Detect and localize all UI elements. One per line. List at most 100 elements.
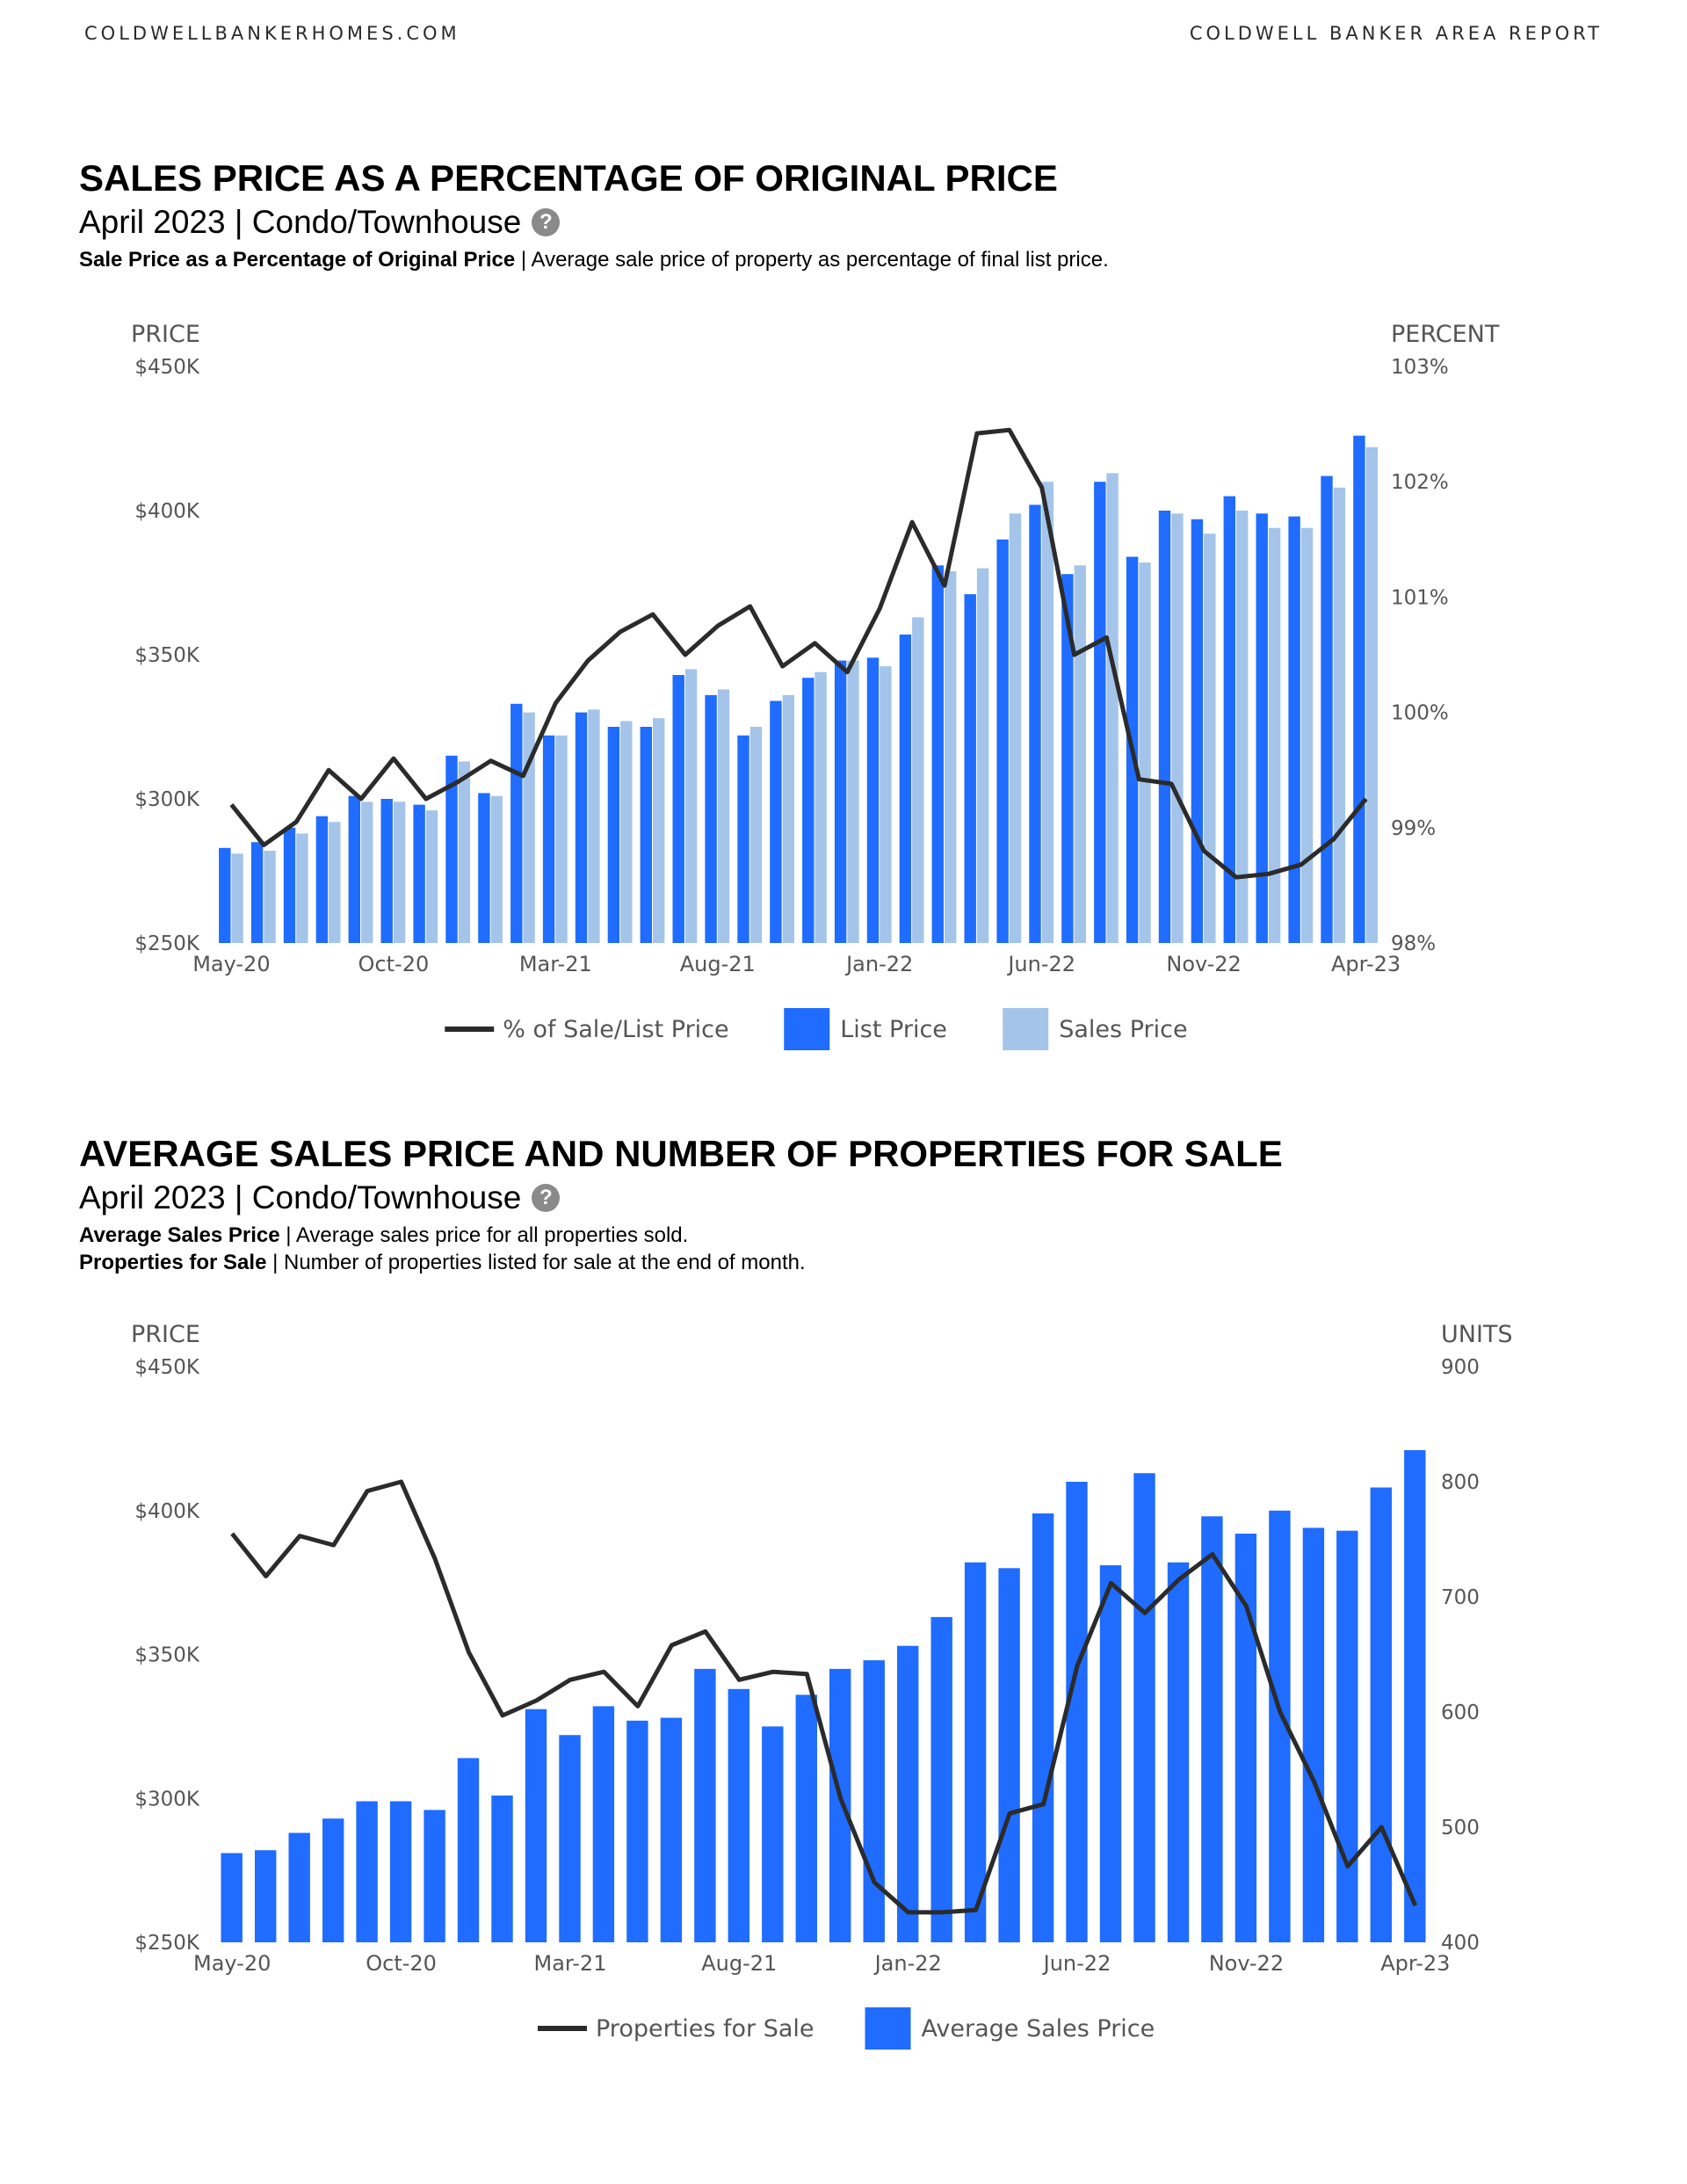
bar-list-price xyxy=(1191,519,1204,943)
bar-list-price xyxy=(380,799,393,943)
chart-sale-list-ratio: PRICE PERCENT $450K $400K $350K $300K $250K 103… xyxy=(131,321,1500,1050)
page-header: COLDWELLBANKERHOMES.COM COLDWELL BANKER … xyxy=(84,23,1603,49)
bar-sales-price xyxy=(1268,527,1281,943)
bar-average-sales-price xyxy=(1066,1482,1088,1942)
bar-average-sales-price xyxy=(1336,1530,1358,1942)
section-title: AVERAGE SALES PRICE AND NUMBER OF PROPER… xyxy=(79,1133,1283,1174)
left-tick-label: $400K xyxy=(134,1500,200,1523)
bar-average-sales-price xyxy=(795,1694,817,1942)
bar-average-sales-price xyxy=(389,1801,412,1942)
bar-sales-price xyxy=(880,666,892,943)
x-tick-label: Jan-22 xyxy=(873,1951,942,1976)
bar-average-sales-price xyxy=(1133,1473,1155,1942)
left-tick-label: $250K xyxy=(134,1932,200,1955)
definition-text: | Average sales price for all properties… xyxy=(279,1223,689,1247)
legend-item: List Price xyxy=(784,1008,947,1050)
bar-average-sales-price xyxy=(694,1668,716,1942)
bar-list-price xyxy=(931,565,944,943)
bar-average-sales-price xyxy=(1167,1562,1190,1942)
bar-average-sales-price xyxy=(762,1726,784,1942)
x-tick-label: Jan-22 xyxy=(844,952,913,976)
bar-list-price xyxy=(413,804,425,943)
bar-average-sales-price xyxy=(1302,1527,1325,1942)
legend-item: Average Sales Price xyxy=(865,2007,1155,2050)
x-tick-label: Mar-21 xyxy=(519,952,592,976)
x-tick-label: Oct-20 xyxy=(358,952,430,976)
bar-sales-price xyxy=(1074,565,1086,943)
bar-average-sales-price xyxy=(626,1720,648,1942)
bar-sales-price xyxy=(847,660,859,943)
bar-sales-price xyxy=(361,802,373,943)
bar-sales-price xyxy=(912,617,924,943)
right-tick-label: 600 xyxy=(1441,1701,1480,1724)
bar-list-price xyxy=(1158,511,1171,943)
site-url[interactable]: COLDWELLBANKERHOMES.COM xyxy=(84,23,460,44)
legend-label: % of Sale/List Price xyxy=(503,1016,728,1043)
legend-swatch-box xyxy=(784,1008,830,1050)
bar-list-price xyxy=(1288,516,1300,943)
bar-average-sales-price xyxy=(1370,1487,1392,1942)
bar-list-price xyxy=(445,755,458,943)
definition-line-2: Properties for Sale | Number of properti… xyxy=(79,1249,1625,1276)
bar-average-sales-price xyxy=(356,1801,378,1942)
bar-sales-price xyxy=(490,795,503,943)
x-tick-label: May-20 xyxy=(192,952,270,976)
right-tick-label: 103% xyxy=(1391,356,1449,379)
right-tick-label: 100% xyxy=(1391,702,1449,725)
bar-list-price xyxy=(866,657,880,943)
help-icon[interactable]: ? xyxy=(532,208,561,236)
bar-sales-price xyxy=(1171,513,1184,943)
legend-label: Average Sales Price xyxy=(922,2015,1155,2043)
bar-sales-price xyxy=(458,761,471,943)
right-tick-label: 500 xyxy=(1441,1817,1480,1839)
bar-list-price xyxy=(640,727,652,943)
legend-label: List Price xyxy=(840,1016,947,1043)
bar-average-sales-price xyxy=(322,1818,344,1942)
legend-item: Sales Price xyxy=(1003,1008,1188,1050)
bar-sales-price xyxy=(1365,446,1378,943)
right-tick-label: 101% xyxy=(1391,586,1449,609)
right-axis-title: PERCENT xyxy=(1391,321,1500,348)
bar-list-price xyxy=(542,735,555,943)
section-avg-price-properties: AVERAGE SALES PRICE AND NUMBER OF PROPER… xyxy=(79,1132,1625,1276)
x-tick-label: Mar-21 xyxy=(534,1951,607,1976)
left-tick-label: $350K xyxy=(134,644,200,667)
bar-sales-price xyxy=(523,712,535,943)
bar-list-price xyxy=(770,700,782,943)
bar-sales-price xyxy=(653,718,665,943)
bar-list-price xyxy=(996,539,1009,943)
bar-average-sales-price xyxy=(221,1853,243,1942)
bar-sales-price xyxy=(425,810,438,943)
bar-list-price xyxy=(705,694,717,943)
subtitle-text: April 2023 | Condo/Townhouse xyxy=(79,204,522,240)
bar-sales-price xyxy=(1106,473,1119,943)
bar-average-sales-price xyxy=(424,1810,445,1942)
bar-list-price xyxy=(1223,496,1235,943)
bar-sales-price xyxy=(1041,482,1054,943)
bar-list-price xyxy=(607,727,620,943)
bar-list-price xyxy=(802,678,815,943)
bar-average-sales-price xyxy=(592,1706,615,1942)
line-properties-for-sale xyxy=(230,1479,1418,1915)
legend-label: Properties for Sale xyxy=(596,2015,815,2043)
bar-list-price xyxy=(478,793,490,943)
bar-average-sales-price xyxy=(964,1562,987,1942)
right-tick-label: 900 xyxy=(1441,1356,1480,1379)
help-icon[interactable]: ? xyxy=(532,1184,561,1212)
bar-sales-price xyxy=(264,851,276,943)
legend-item: % of Sale/List Price xyxy=(445,1016,729,1043)
bar-sales-price xyxy=(684,669,698,943)
bar-list-price xyxy=(1029,504,1041,943)
bar-sales-price xyxy=(620,721,633,943)
bar-sales-price xyxy=(1236,511,1249,943)
bar-list-price xyxy=(510,703,523,943)
bar-average-sales-price xyxy=(1099,1565,1122,1942)
definition-term: Average Sales Price xyxy=(79,1223,280,1247)
bar-list-price xyxy=(737,735,749,943)
left-tick-label: $250K xyxy=(134,932,200,955)
bar-sales-price xyxy=(1300,527,1314,943)
bar-sales-price xyxy=(329,822,341,943)
bar-sales-price xyxy=(782,694,794,943)
definition-text: | Number of properties listed for sale a… xyxy=(266,1251,806,1274)
x-tick-label: Apr-23 xyxy=(1380,1951,1450,1976)
